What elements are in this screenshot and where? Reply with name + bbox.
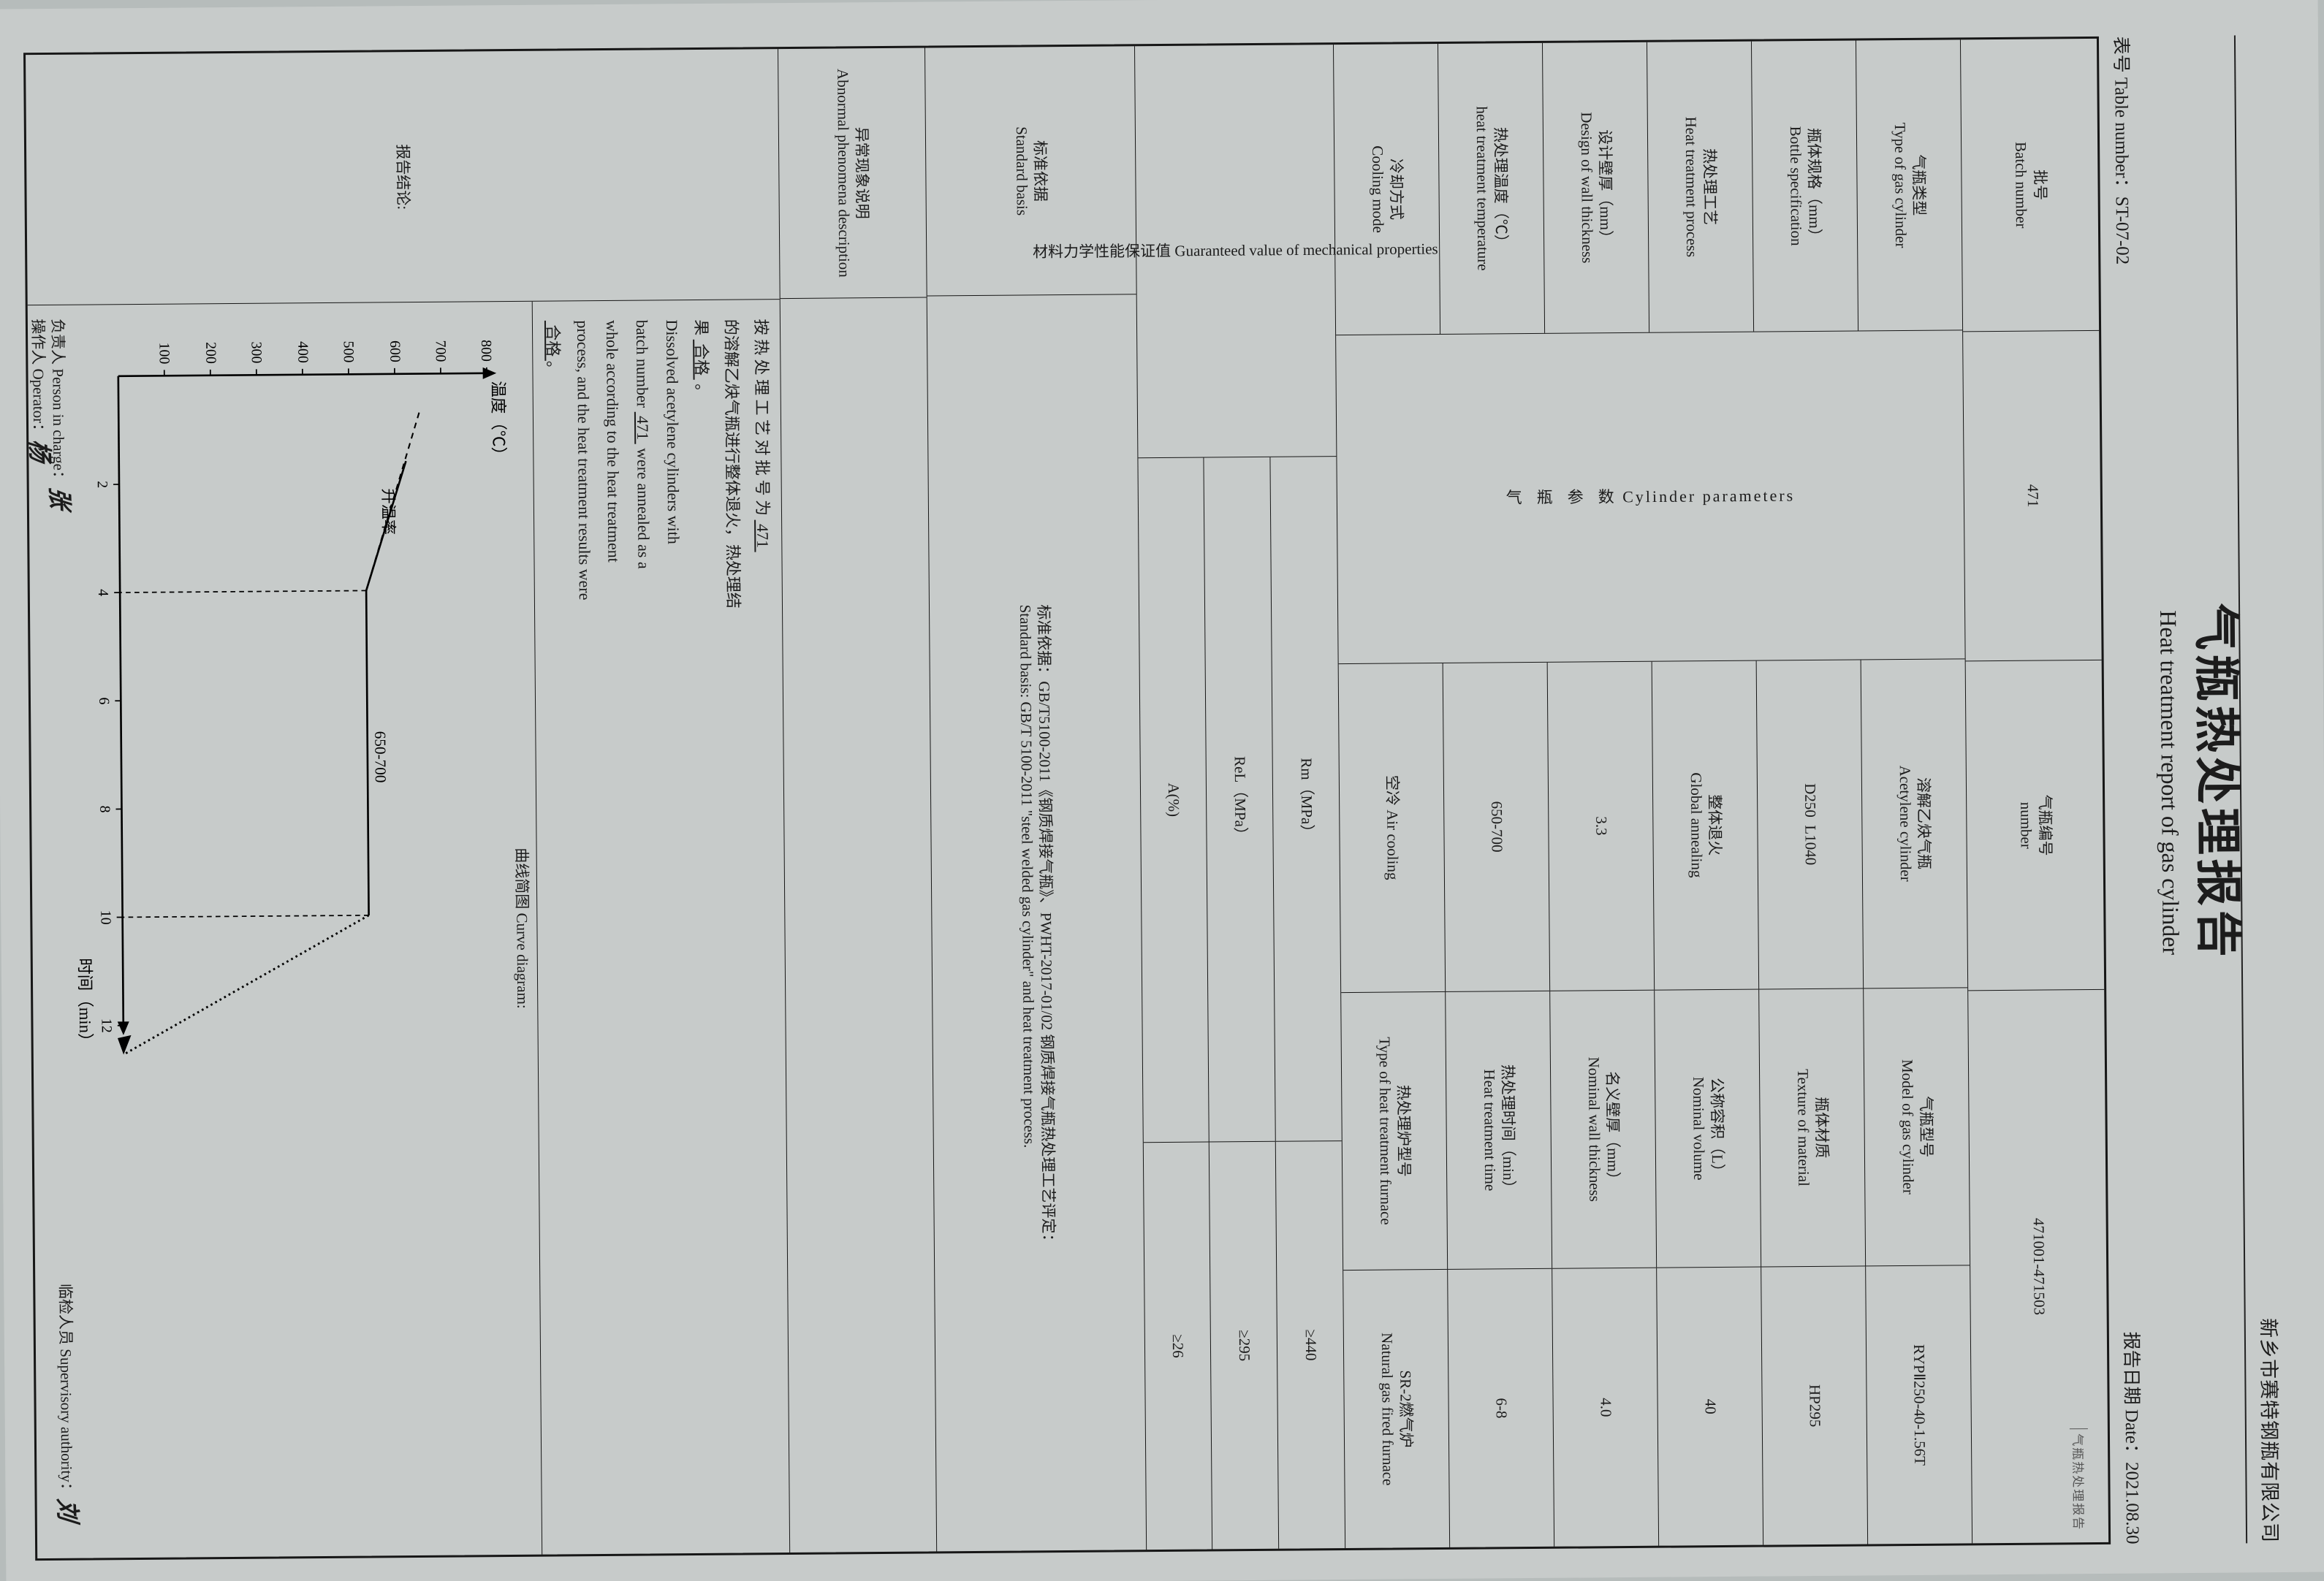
svg-text:时间（min）: 时间（min） (76, 958, 95, 1049)
svg-text:10: 10 (98, 910, 114, 925)
svg-text:400: 400 (295, 341, 311, 363)
svg-text:650-700: 650-700 (371, 731, 390, 783)
svg-text:600: 600 (387, 340, 403, 362)
svg-text:100: 100 (156, 343, 172, 365)
svg-text:升温率: 升温率 (379, 489, 397, 536)
svg-text:500: 500 (341, 341, 357, 363)
svg-text:800: 800 (478, 340, 494, 362)
svg-text:6: 6 (96, 698, 112, 705)
svg-text:700: 700 (433, 340, 449, 362)
svg-text:2: 2 (94, 481, 110, 488)
svg-text:200: 200 (202, 342, 219, 364)
svg-text:温度（℃）: 温度（℃） (489, 381, 508, 463)
svg-text:8: 8 (96, 806, 113, 813)
svg-text:4: 4 (95, 589, 111, 596)
svg-text:12: 12 (99, 1018, 115, 1033)
svg-text:300: 300 (248, 342, 265, 364)
